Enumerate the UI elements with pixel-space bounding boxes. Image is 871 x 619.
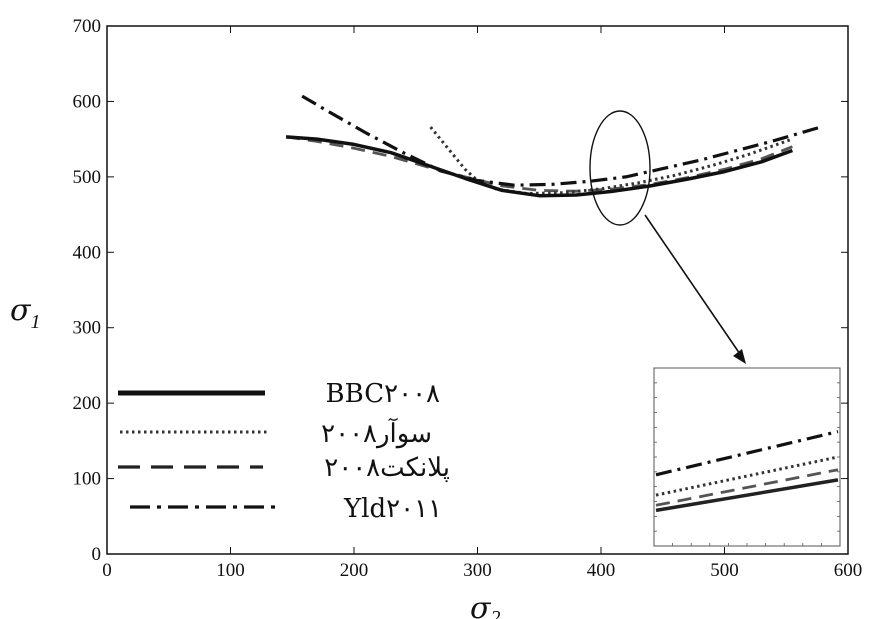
y-tick-label: 400 xyxy=(73,242,102,263)
inset-line-solid xyxy=(655,478,839,513)
y-tick-label: 200 xyxy=(73,393,102,414)
x-tick-label: 300 xyxy=(463,560,492,581)
inset-line-dotted xyxy=(655,455,839,497)
x-tick-label: 200 xyxy=(340,560,369,581)
series-line-dashdot xyxy=(301,94,824,187)
x-tick-label: 100 xyxy=(216,560,245,581)
series-line-solid xyxy=(285,135,794,198)
x-tick-label: 400 xyxy=(587,560,616,581)
y-tick-label: 600 xyxy=(73,91,102,112)
y-axis-label: σ1 xyxy=(10,293,40,333)
zoom-arrow xyxy=(644,214,743,358)
zoom-arrowhead xyxy=(733,349,746,364)
y-tick-label: 700 xyxy=(73,16,102,37)
inset-frame xyxy=(653,367,841,547)
inset-panel xyxy=(653,367,841,547)
zoom-region-ellipse xyxy=(589,110,651,226)
inset-line-dashed xyxy=(655,468,839,507)
axis-ticks: 0 100 200 300 400 500 600 0 100 200 300 400 500 600 70… xyxy=(73,16,863,581)
inset-lines xyxy=(655,430,839,513)
x-axis-label: σ2 xyxy=(470,591,500,619)
inset-ticks xyxy=(653,367,841,547)
x-tick-label: 600 xyxy=(834,560,863,581)
legend: BBC۲۰۰۸ سوآر۲۰۰۸ پلانکت۲۰۰۸ Yld۲۰۱۱ xyxy=(118,379,450,524)
legend-label-plunkett2008: پلانکت۲۰۰۸ xyxy=(324,453,450,483)
y-tick-label: 300 xyxy=(73,318,102,339)
y-tick-label: 0 xyxy=(92,544,102,565)
y-tick-label: 100 xyxy=(73,469,102,490)
legend-label-soare2008: سوآر۲۰۰۸ xyxy=(321,417,432,449)
y-tick-label: 500 xyxy=(73,167,102,188)
legend-label-yld2011: Yld۲۰۱۱ xyxy=(343,494,442,524)
legend-label-bbc2008: BBC۲۰۰۸ xyxy=(326,379,440,409)
x-tick-label: 500 xyxy=(710,560,739,581)
inset-line-dashdot xyxy=(655,430,839,477)
series-lines xyxy=(285,94,824,198)
x-tick-label: 0 xyxy=(102,560,112,581)
series-line-dotted xyxy=(429,126,793,195)
